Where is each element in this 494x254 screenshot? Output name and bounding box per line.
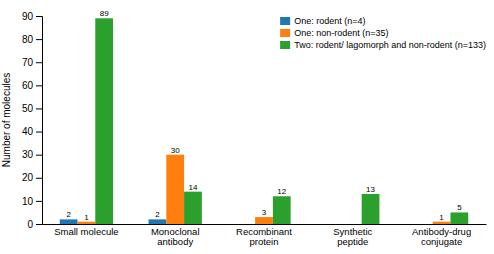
bar: [60, 219, 78, 224]
legend-label: One: non-rodent (n=35): [294, 28, 388, 38]
bar: [149, 219, 167, 224]
data-label: 1: [439, 213, 444, 222]
y-tick-label: 30: [22, 149, 34, 160]
y-tick-label: 20: [22, 172, 34, 183]
data-label: 3: [262, 208, 267, 217]
bar: [273, 196, 291, 224]
y-tick-mark: [36, 85, 42, 86]
y-tick-mark: [36, 201, 42, 202]
y-axis: 0 10 20 30 40 50 60 70 80 90: [22, 11, 43, 230]
x-tick-label-line: Small molecule: [54, 226, 118, 237]
bar-series: [60, 219, 167, 224]
x-tick-label: Monoclonalantibody: [151, 226, 200, 247]
x-tick-label: Recombinantprotein: [236, 226, 292, 247]
legend-label: One: rodent (n=4): [294, 16, 365, 26]
x-tick-label: Syntheticpeptide: [333, 226, 372, 247]
y-tick-label: 50: [22, 103, 34, 114]
x-tick-label-line: antibody: [157, 236, 193, 247]
y-axis-title: Number of molecules: [1, 73, 12, 167]
bar: [362, 194, 380, 224]
data-label: 89: [100, 9, 109, 18]
y-tick-label: 40: [22, 126, 34, 137]
y-tick-mark: [36, 155, 42, 156]
bar: [415, 224, 433, 225]
x-tick: Recombinantprotein: [236, 226, 292, 247]
y-tick-label: 90: [22, 11, 34, 22]
data-label: 1: [84, 213, 89, 222]
x-tick-label-line: peptide: [337, 236, 368, 247]
y-tick-mark: [36, 178, 42, 179]
data-label: 5: [457, 203, 462, 212]
y-tick: 90: [22, 11, 42, 22]
legend-item: One: non-rodent (n=35): [280, 28, 388, 38]
x-axis: Small molecule Monoclonalantibody Recombin…: [43, 225, 487, 248]
x-tick-label-line: protein: [249, 236, 278, 247]
y-tick: 20: [22, 172, 42, 183]
y-tick-mark: [36, 62, 42, 63]
y-tick: 0: [27, 219, 42, 230]
x-tick-label: Antibody-drugconjugate: [412, 226, 471, 247]
x-tick: Syntheticpeptide: [333, 226, 372, 247]
x-tick: Antibody-drugconjugate: [412, 226, 471, 247]
bar: [433, 222, 451, 224]
legend-item: One: rodent (n=4): [280, 16, 365, 26]
bar: [166, 155, 184, 224]
bar: [95, 18, 113, 224]
x-tick-label-line: Antibody-drug: [412, 226, 471, 237]
y-tick-mark: [36, 132, 42, 133]
y-tick: 30: [22, 149, 42, 160]
y-tick-mark: [36, 224, 42, 225]
y-tick-label: 60: [22, 80, 34, 91]
y-tick: 70: [22, 57, 42, 68]
y-tick-label: 70: [22, 57, 34, 68]
bar: [344, 224, 362, 225]
bar: [326, 224, 344, 225]
legend-swatch: [280, 17, 290, 25]
y-tick: 10: [22, 196, 42, 207]
bar: [450, 212, 468, 224]
bar: [184, 192, 202, 224]
bar: [78, 222, 96, 224]
x-tick-label-line: Synthetic: [333, 226, 372, 237]
y-tick: 60: [22, 80, 42, 91]
bar: [237, 224, 255, 225]
x-tick: Small molecule: [54, 226, 118, 237]
legend-swatch: [280, 41, 290, 49]
x-tick-label-line: Monoclonal: [151, 226, 200, 237]
data-label: 14: [189, 183, 198, 192]
legend-swatch: [280, 29, 290, 37]
y-tick-mark: [36, 39, 42, 40]
y-axis-line: [36, 17, 43, 225]
legend-item: Two: rodent/ lagomorph and non-rodent (n…: [280, 40, 486, 50]
data-label: 13: [366, 185, 375, 194]
y-tick-label: 10: [22, 196, 34, 207]
bar: [255, 217, 273, 224]
legend-label: Two: rodent/ lagomorph and non-rodent (n…: [294, 40, 486, 50]
x-tick: Monoclonalantibody: [151, 226, 200, 247]
bar-series: [78, 155, 451, 224]
data-label: 2: [66, 210, 71, 219]
chart: 0 10 20 30 40 50 60 70 80 90 Small molecule Monoclo…: [0, 0, 494, 254]
data-label: 30: [171, 146, 180, 155]
y-tick-label: 0: [27, 219, 33, 230]
y-tick-label: 80: [22, 34, 34, 45]
data-label: 2: [155, 210, 160, 219]
plot: 0 10 20 30 40 50 60 70 80 90 Small molecule Monoclo…: [1, 9, 487, 247]
x-tick-label-line: conjugate: [421, 236, 462, 247]
y-tick: 80: [22, 34, 42, 45]
data-label: 12: [277, 187, 286, 196]
y-tick-mark: [36, 16, 42, 17]
x-tick-label: Small molecule: [54, 226, 118, 237]
x-tick-label-line: Recombinant: [236, 226, 292, 237]
legend: One: rodent (n=4) One: non-rodent (n=35) T…: [280, 16, 486, 50]
y-tick: 40: [22, 126, 42, 137]
y-tick-mark: [36, 108, 42, 109]
y-tick: 50: [22, 103, 42, 114]
